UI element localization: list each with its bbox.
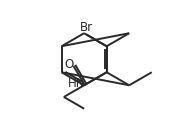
Text: O: O [64,58,74,71]
Text: HN: HN [68,77,86,90]
Text: Br: Br [80,21,93,34]
